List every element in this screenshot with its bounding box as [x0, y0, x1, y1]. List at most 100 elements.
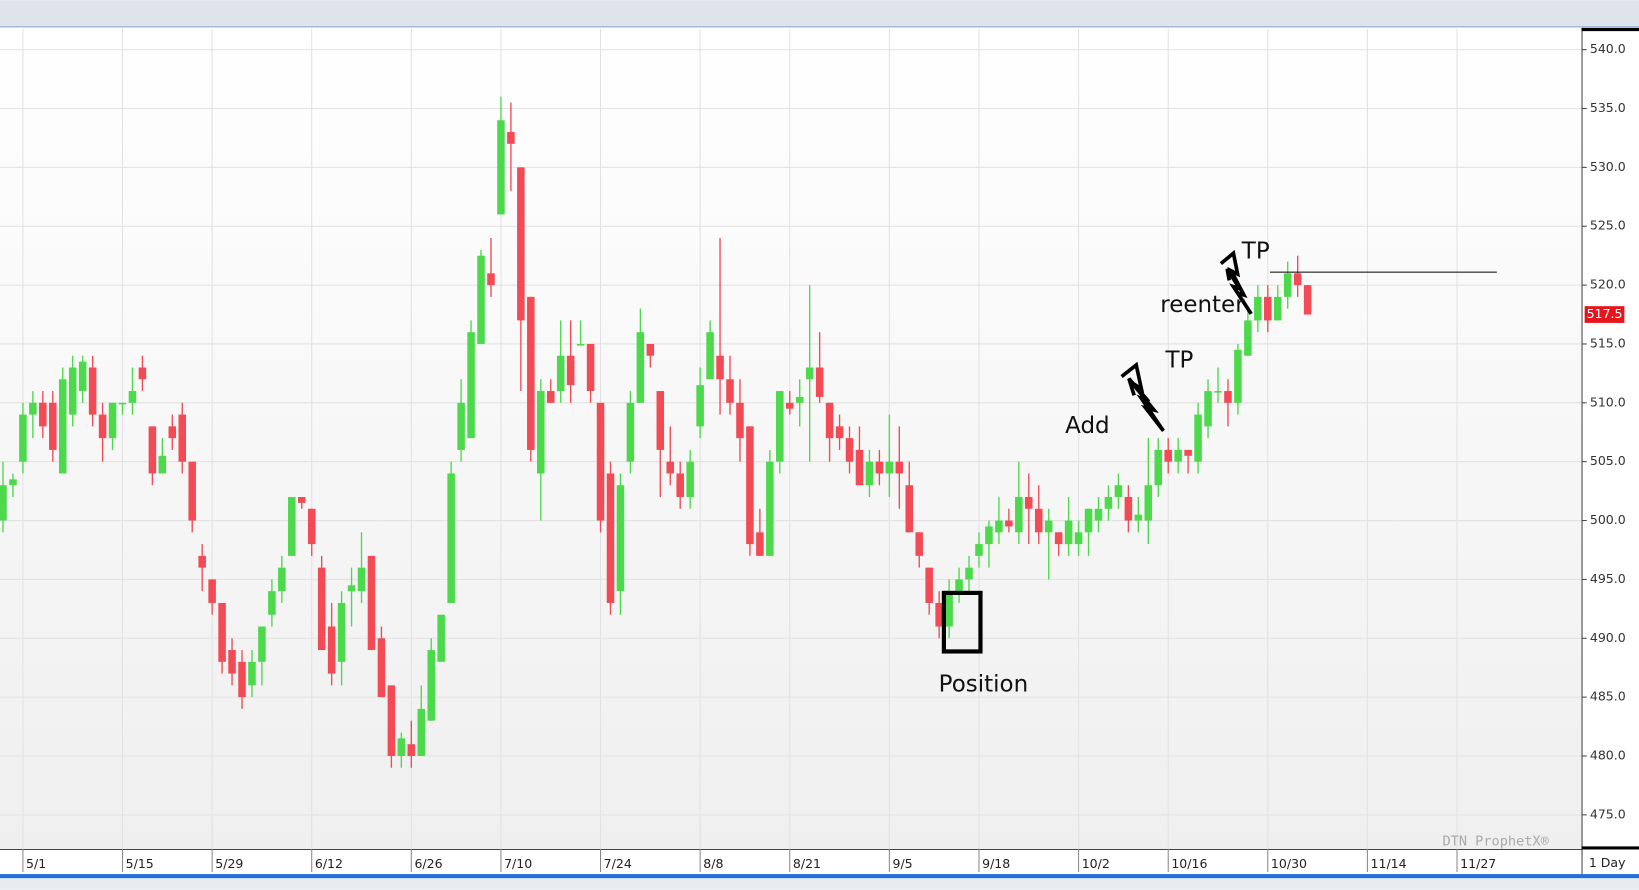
candle-body: [556, 355, 565, 392]
candle-body: [19, 414, 27, 462]
candle-body: [29, 402, 37, 415]
candle-body: [686, 461, 694, 498]
y-tick-label: 510.0: [1590, 394, 1626, 409]
candle-body: [337, 602, 346, 662]
candle-body: [1273, 296, 1282, 321]
candle-body: [148, 426, 157, 474]
candle-body: [128, 391, 137, 403]
annotation: TP: [1241, 239, 1270, 265]
y-tick-label: 525.0: [1590, 218, 1626, 233]
candle-body: [437, 614, 445, 662]
candle-body: [1303, 285, 1312, 315]
candle-body: [636, 332, 645, 403]
candle-body: [78, 361, 87, 392]
candle-body: [1204, 391, 1212, 427]
candle-body: [297, 497, 306, 503]
candle-body: [1084, 508, 1093, 533]
candle-body: [108, 402, 117, 439]
candle-body: [1264, 296, 1272, 321]
footer: [0, 878, 1639, 890]
candle-body: [347, 585, 356, 592]
candle-body: [1244, 320, 1252, 356]
annotation: reenter: [1160, 292, 1245, 318]
y-tick-label: 540.0: [1590, 41, 1626, 56]
last-price-label: 517.5: [1587, 306, 1623, 321]
annotation: TP: [1164, 347, 1193, 373]
candle-body: [427, 650, 435, 721]
candle-body: [776, 391, 784, 462]
candle-body: [228, 650, 236, 674]
candle-body: [1134, 514, 1143, 521]
bottom-bar: [0, 874, 1639, 879]
candle-body: [1214, 391, 1222, 393]
candle-body: [985, 526, 993, 545]
candle-body: [1283, 273, 1292, 297]
candle-body: [1044, 520, 1053, 533]
y-tick-label: 475.0: [1590, 806, 1626, 821]
x-tick-label: 6/26: [414, 856, 442, 871]
candle-body: [88, 367, 97, 415]
candle-body: [995, 520, 1003, 533]
candle-body: [875, 461, 884, 474]
y-tick-label: 490.0: [1590, 630, 1626, 645]
candle-body: [1025, 497, 1033, 509]
candle-body: [268, 591, 276, 615]
x-tick-label: 5/1: [26, 856, 46, 871]
candle-body: [706, 332, 714, 380]
x-tick-label: 11/27: [1460, 856, 1496, 871]
candle-body: [178, 414, 187, 462]
candle-body: [387, 685, 396, 756]
candle-body: [307, 508, 316, 545]
candle-body: [158, 455, 167, 474]
candle-body: [317, 567, 326, 651]
candle-body: [696, 385, 704, 427]
candle-body: [1254, 296, 1262, 321]
y-tick-label: 505.0: [1590, 453, 1626, 468]
top-bar: [0, 0, 1639, 27]
candle-body: [118, 402, 127, 405]
interval-label[interactable]: 1 Day: [1589, 855, 1626, 870]
y-tick-label: 530.0: [1590, 159, 1626, 174]
x-tick-label: 10/16: [1171, 856, 1207, 871]
candle-body: [935, 602, 943, 627]
candle-body: [885, 461, 894, 474]
candle-body: [1094, 508, 1103, 521]
candle-body: [815, 367, 824, 397]
x-tick-label: 10/2: [1082, 856, 1110, 871]
candle-body: [716, 355, 724, 380]
candle-body: [198, 555, 206, 568]
candle-body: [288, 497, 296, 556]
candle-body: [835, 426, 844, 439]
candle-body: [1054, 532, 1063, 545]
candle-body: [1224, 391, 1232, 403]
candle-body: [925, 567, 933, 603]
candle-body: [656, 391, 665, 450]
y-tick-label: 480.0: [1590, 747, 1626, 762]
candle-body: [1194, 414, 1202, 462]
candle-body: [576, 343, 585, 346]
candle-body: [606, 473, 615, 603]
candle-body: [845, 438, 854, 462]
candle-body: [566, 355, 575, 386]
annotation: Position: [939, 671, 1028, 697]
candle-body: [327, 626, 336, 674]
candle-body: [1293, 273, 1302, 286]
candle-body: [736, 402, 744, 439]
candle-body: [238, 661, 246, 698]
candle-body: [855, 449, 864, 486]
candle-body: [1005, 520, 1013, 527]
candle-body: [457, 402, 465, 450]
last-price-box: [1584, 306, 1625, 323]
candle-body: [367, 555, 376, 651]
candle-body: [218, 602, 226, 662]
candle-body: [805, 367, 814, 380]
candle-body: [477, 255, 485, 344]
candle-body: [756, 532, 764, 556]
candle-body: [0, 485, 7, 521]
plot-area: [0, 28, 1582, 850]
candle-body: [447, 473, 455, 603]
candle-body: [965, 567, 973, 580]
candle-body: [1104, 497, 1113, 509]
candle-body: [507, 132, 515, 144]
x-tick-label: 8/21: [793, 856, 821, 871]
